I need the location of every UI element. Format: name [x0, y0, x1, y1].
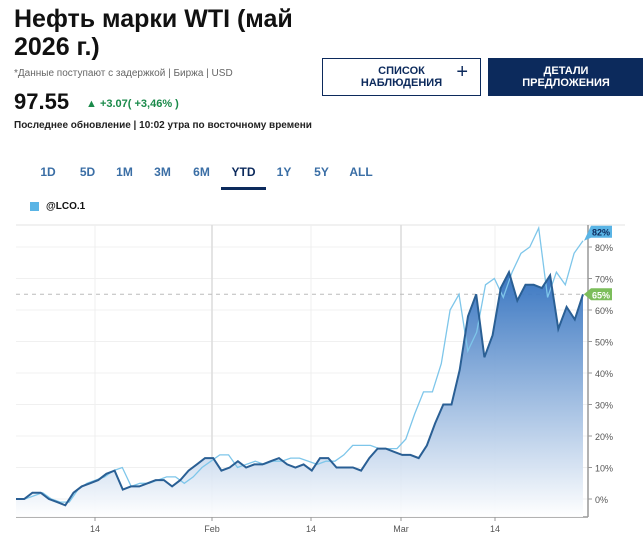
plus-icon: +	[456, 61, 468, 83]
tab-5d[interactable]: 5D	[79, 165, 96, 179]
main-current-label-bg	[584, 288, 612, 301]
y-tick-label: 0%	[595, 495, 608, 505]
tab-3m[interactable]: 3M	[154, 165, 171, 179]
data-source-note: *Данные поступают с задержкой | Биржа | …	[14, 68, 233, 79]
x-tick-label: 14	[90, 524, 100, 534]
x-tick-label: 14	[306, 524, 316, 534]
tab-5y[interactable]: 5Y	[314, 165, 329, 179]
legend-label: @LCO.1	[46, 201, 86, 212]
add-to-watchlist-button[interactable]: СПИСОК НАБЛЮДЕНИЯ +	[322, 58, 481, 96]
price-change: ▲ +3.07( +3,46% )	[86, 98, 179, 110]
offer-details-button[interactable]: ДЕТАЛИ ПРЕДЛОЖЕНИЯ	[488, 58, 643, 96]
y-tick-label: 80%	[595, 243, 613, 253]
main-series-line	[16, 269, 584, 507]
tab-1m[interactable]: 1M	[116, 165, 133, 179]
tab-1d[interactable]: 1D	[40, 165, 56, 179]
tab-6m[interactable]: 6M	[193, 165, 210, 179]
chart-legend[interactable]: @LCO.1	[30, 201, 85, 212]
watchlist-label: СПИСОК НАБЛЮДЕНИЯ	[360, 65, 443, 89]
details-label: ДЕТАЛИ ПРЕДЛОЖЕНИЯ	[522, 65, 610, 89]
y-tick-label: 20%	[595, 432, 613, 442]
compare-current-label-bg	[584, 225, 612, 241]
x-tick-label: Mar	[393, 524, 409, 534]
main-series-area	[16, 272, 583, 517]
current-price: 97.55	[14, 89, 70, 114]
main-current-label: 65%	[592, 290, 610, 300]
last-update: Последнее обновление | 10:02 утра по вос…	[14, 120, 312, 131]
page-title: Нефть марки WTI (май 2026 г.)	[14, 5, 293, 61]
x-tick-label: 14	[490, 524, 500, 534]
legend-swatch	[30, 202, 39, 211]
range-tabs: 1D 5D 1M 3M 6M YTD 1Y 5Y ALL	[27, 165, 381, 190]
y-tick-label: 50%	[595, 338, 613, 348]
y-tick-label: 30%	[595, 401, 613, 411]
tab-all[interactable]: ALL	[349, 165, 373, 179]
y-tick-label: 60%	[595, 306, 613, 316]
y-tick-label: 10%	[595, 464, 613, 474]
tab-1y[interactable]: 1Y	[276, 165, 292, 179]
tab-ytd[interactable]: YTD	[221, 165, 266, 190]
compare-current-label: 82%	[592, 228, 610, 238]
y-tick-label: 40%	[595, 369, 613, 379]
x-tick-label: Feb	[204, 524, 220, 534]
y-tick-label: 70%	[595, 275, 613, 285]
